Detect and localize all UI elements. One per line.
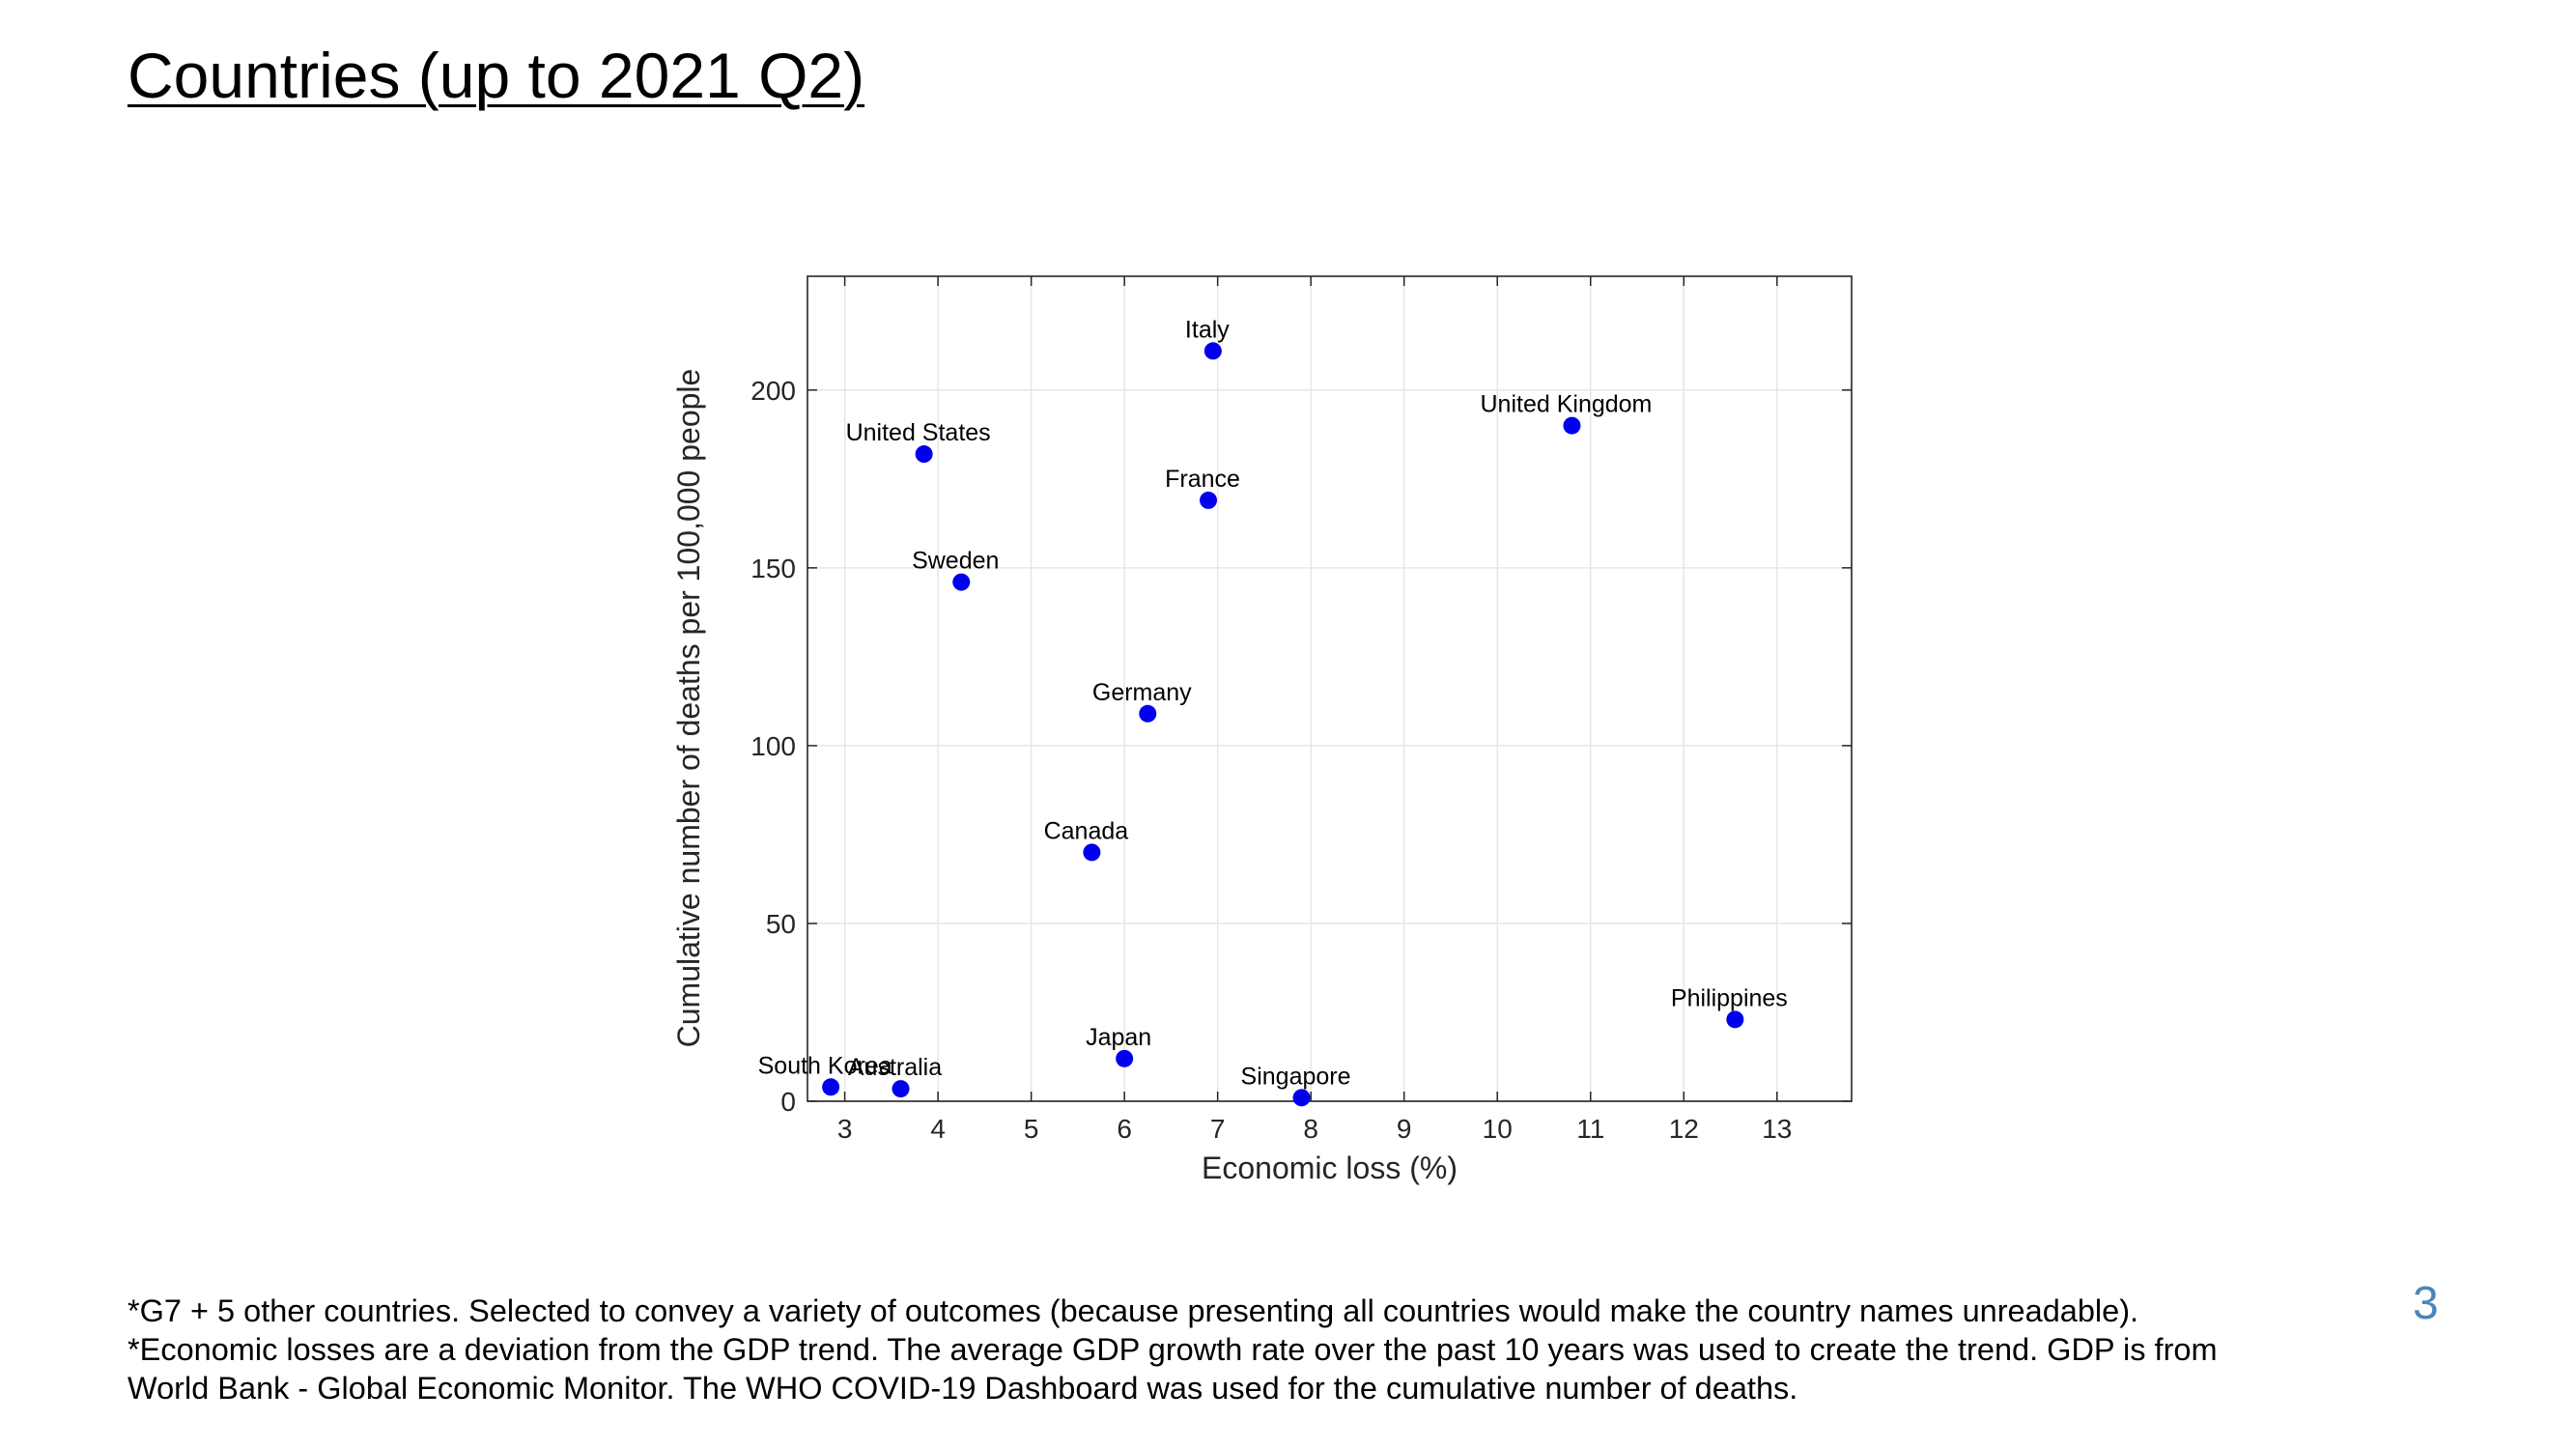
point-label: Germany [1092, 679, 1192, 706]
x-tick-label: 10 [1483, 1114, 1513, 1144]
x-tick-label: 7 [1210, 1114, 1226, 1144]
y-tick-label: 0 [780, 1087, 796, 1117]
data-point [952, 573, 971, 591]
data-point [915, 445, 933, 464]
x-tick-label: 12 [1669, 1114, 1699, 1144]
footnotes: *G7 + 5 other countries. Selected to con… [127, 1292, 2218, 1407]
point-label: France [1165, 466, 1240, 493]
point-label: United States [846, 419, 991, 446]
point-label: Sweden [912, 548, 999, 575]
point-label: Canada [1044, 817, 1129, 844]
y-axis-title: Cumulative number of deaths per 100,000 … [671, 369, 706, 1048]
footnote-line: *G7 + 5 other countries. Selected to con… [127, 1293, 2139, 1328]
point-labels: Italy United Kingdom United States France Sw… [758, 316, 1788, 1090]
x-tick-label: 8 [1303, 1114, 1318, 1144]
x-tick-label: 3 [837, 1114, 853, 1144]
point-label: Australia [848, 1054, 942, 1081]
footnote-line: World Bank - Global Economic Monitor. Th… [127, 1371, 1798, 1406]
point-label: Japan [1086, 1024, 1151, 1051]
data-point [822, 1078, 840, 1096]
x-tick-label: 13 [1762, 1114, 1792, 1144]
data-point [1726, 1010, 1744, 1029]
x-tick-label: 4 [930, 1114, 946, 1144]
x-tick-label: 9 [1397, 1114, 1412, 1144]
data-point [1563, 416, 1581, 435]
footnote-line: *Economic losses are a deviation from th… [127, 1332, 2218, 1367]
grid-lines [807, 276, 1852, 1102]
point-label: United Kingdom [1481, 391, 1653, 418]
data-point [1139, 704, 1157, 723]
point-label: Philippines [1671, 984, 1788, 1011]
y-tick-label: 150 [750, 554, 796, 583]
axis-ticks: 3 4 5 6 7 8 9 10 11 12 13 0 50 100 150 200 [750, 276, 1852, 1144]
y-tick-label: 100 [750, 731, 796, 761]
data-point [1292, 1089, 1311, 1107]
x-tick-label: 11 [1576, 1114, 1604, 1144]
point-label: Italy [1185, 316, 1230, 343]
data-points [822, 342, 1744, 1107]
x-tick-label: 5 [1024, 1114, 1039, 1144]
slide-title: Countries (up to 2021 Q2) [127, 40, 865, 111]
point-label: South Korea [758, 1052, 892, 1079]
x-axis-title: Economic loss (%) [1202, 1151, 1458, 1185]
x-tick-label: 6 [1117, 1114, 1132, 1144]
y-tick-label: 50 [766, 909, 796, 939]
data-point [892, 1080, 910, 1098]
data-point [1203, 342, 1222, 360]
page-number: 3 [2413, 1278, 2439, 1329]
point-label: Singapore [1241, 1063, 1351, 1090]
plot-frame [807, 275, 1853, 1102]
y-tick-label: 200 [750, 376, 796, 406]
data-point [1116, 1049, 1134, 1067]
data-point [1200, 491, 1218, 509]
data-point [1083, 843, 1101, 862]
